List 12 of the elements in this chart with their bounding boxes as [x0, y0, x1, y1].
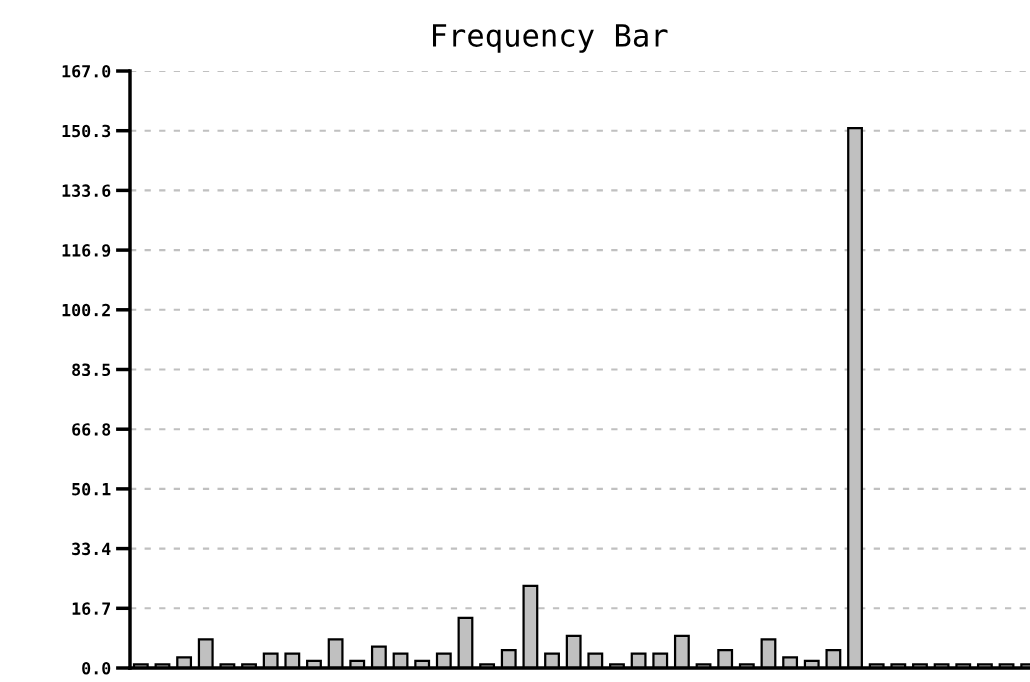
y-tick-label: 167.0: [62, 64, 111, 78]
chart-title: Frequency Bar: [433, 24, 668, 53]
y-tick-label: 0.0: [82, 661, 111, 675]
y-tick-label: 50.1: [72, 482, 111, 496]
y-tick-label: 150.3: [62, 124, 111, 138]
y-tick-label: 83.5: [72, 363, 111, 377]
y-tick-label: 33.4: [72, 542, 111, 556]
y-tick-label: 16.7: [72, 602, 110, 615]
y-tick-label: 116.9: [62, 244, 111, 257]
y-tick-label: 100.2: [62, 303, 110, 317]
y-tick-label: 133.6: [62, 184, 111, 197]
y-tick-label: 66.8: [72, 423, 111, 436]
